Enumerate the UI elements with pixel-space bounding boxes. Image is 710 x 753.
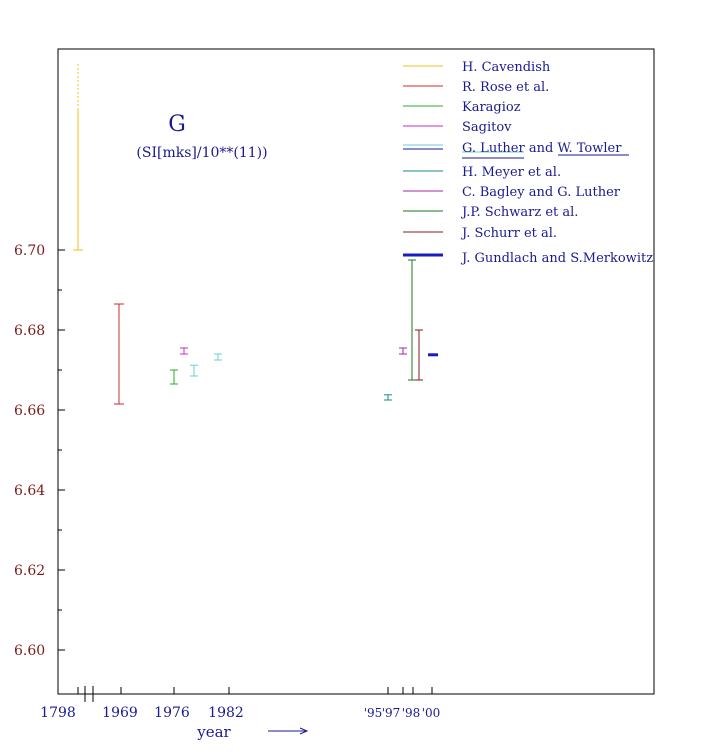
x-tick-label: '00 bbox=[422, 706, 441, 720]
x-tick-label: 1798 bbox=[40, 705, 76, 721]
x-axis-arrow-head bbox=[299, 727, 309, 735]
chart-subtitle: (SI[mks]/10**(11)) bbox=[136, 145, 267, 161]
legend-entry: H. Meyer et al. bbox=[403, 165, 561, 180]
y-tick-label: 6.64 bbox=[14, 483, 45, 499]
error-bar bbox=[415, 329, 423, 381]
legend-entry: G. Luther and W. Towler bbox=[403, 141, 629, 159]
error-bar bbox=[190, 364, 198, 377]
x-tick-label: '98 bbox=[402, 706, 421, 720]
y-tick-label: 6.70 bbox=[14, 243, 45, 259]
legend-entry: H. Cavendish bbox=[403, 60, 551, 75]
legend-entry: R. Rose et al. bbox=[403, 80, 549, 95]
y-tick-label: 6.68 bbox=[14, 323, 45, 339]
error-bar bbox=[214, 353, 222, 361]
error-bar bbox=[399, 347, 407, 355]
legend-entry: Sagitov bbox=[403, 120, 512, 135]
error-bar bbox=[408, 259, 416, 381]
legend-entry: J. Gundlach and S.Merkowitz bbox=[403, 251, 653, 266]
y-tick-label: 6.66 bbox=[14, 403, 45, 419]
x-axis-label: year bbox=[196, 723, 231, 741]
legend-entry: Karagioz bbox=[403, 100, 521, 115]
legend-label: Karagioz bbox=[462, 100, 521, 115]
x-tick-label: 1982 bbox=[208, 705, 244, 721]
legend-label: J. Schurr et al. bbox=[460, 226, 557, 241]
legend-label: H. Meyer et al. bbox=[462, 165, 561, 180]
x-axis: 1798 1969 1976 1982 '95'97'98'00 bbox=[40, 687, 440, 721]
legend-entry: J.P. Schwarz et al. bbox=[403, 205, 578, 220]
error-bar bbox=[180, 347, 188, 355]
legend-label: Sagitov bbox=[462, 120, 512, 135]
x-tick-label: 1969 bbox=[102, 705, 138, 721]
x-tick-label: 1976 bbox=[154, 705, 190, 721]
legend-label: R. Rose et al. bbox=[462, 80, 549, 95]
legend-label: G. Luther and W. Towler bbox=[462, 141, 622, 156]
y-axis: 6.60 6.62 6.64 6.66 6.68 6.70 bbox=[14, 243, 65, 659]
error-bar bbox=[114, 303, 124, 405]
legend: H. Cavendish R. Rose et al. Karagioz Sagito… bbox=[403, 60, 653, 266]
legend-entry: J. Schurr et al. bbox=[403, 226, 557, 241]
y-tick-label: 6.62 bbox=[14, 563, 45, 579]
legend-label: J. Gundlach and S.Merkowitz bbox=[460, 251, 653, 266]
legend-entry: C. Bagley and G. Luther bbox=[403, 185, 621, 200]
legend-label: J.P. Schwarz et al. bbox=[460, 205, 578, 220]
legend-label: C. Bagley and G. Luther bbox=[462, 185, 621, 200]
legend-label: H. Cavendish bbox=[462, 60, 551, 75]
chart-title: G bbox=[168, 112, 186, 137]
error-bar bbox=[73, 64, 83, 251]
y-tick-label: 6.60 bbox=[14, 643, 45, 659]
error-bars bbox=[73, 64, 438, 405]
x-tick-label: '97 bbox=[382, 706, 401, 720]
error-bar bbox=[170, 369, 178, 385]
x-tick-label: '95 bbox=[364, 706, 383, 720]
plot-frame bbox=[57, 48, 655, 695]
error-bar bbox=[384, 394, 392, 401]
